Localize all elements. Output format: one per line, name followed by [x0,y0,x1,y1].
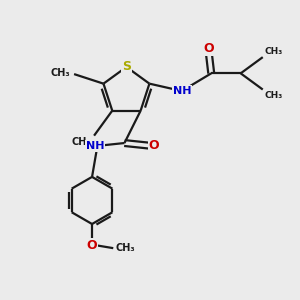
Text: CH₃: CH₃ [71,137,91,147]
Text: NH: NH [172,86,191,96]
Text: CH₃: CH₃ [264,91,283,100]
Text: S: S [122,61,131,74]
Text: CH₃: CH₃ [264,47,283,56]
Text: O: O [148,140,159,152]
Text: O: O [203,42,214,55]
Text: CH₃: CH₃ [116,243,135,253]
Text: CH₃: CH₃ [51,68,70,78]
Text: O: O [87,239,98,252]
Text: NH: NH [86,141,104,151]
